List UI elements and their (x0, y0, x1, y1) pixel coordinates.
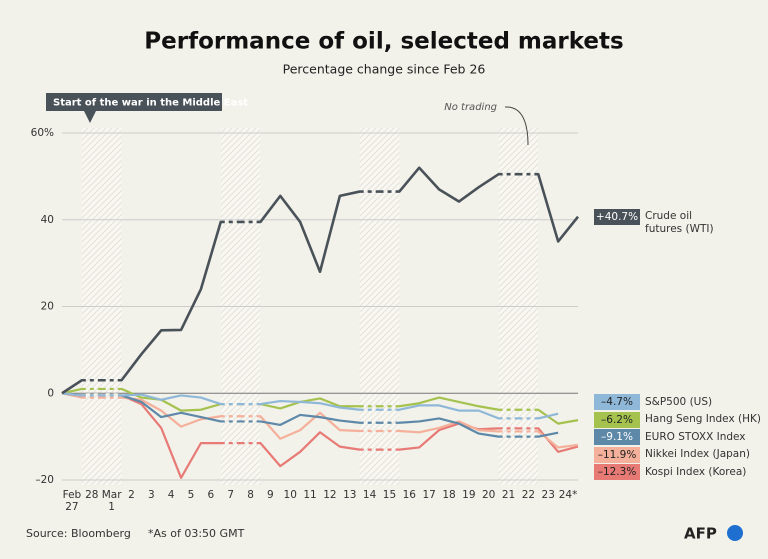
series-line (61, 387, 579, 425)
x-tick-label: 28 (85, 489, 99, 501)
x-tick-label: 22 (521, 489, 536, 501)
annotation-box (46, 93, 222, 111)
x-tick-label: 14 (362, 489, 377, 501)
x-tick-label: 4 (167, 489, 175, 501)
x-tick-label: 3 (147, 489, 155, 501)
x-tick-label: 15 (382, 489, 397, 501)
x-tick-label: 18 (442, 489, 456, 501)
x-tick-label: 17 (422, 489, 436, 501)
source: Source: Bloomberg (26, 527, 131, 540)
x-tick-label: 16 (402, 489, 416, 501)
chart-subtitle: Percentage change since Feb 26 (283, 62, 486, 77)
x-tick-label: 19 (462, 489, 476, 501)
legend-label: EURO STOXX Index (645, 430, 746, 443)
legend-label: Kospi Index (Korea) (645, 465, 747, 478)
x-tick-label: Feb 27 (62, 489, 82, 513)
series-line (61, 392, 559, 420)
annotation-leader (504, 106, 529, 146)
x-tick-label: Mar 1 (101, 489, 122, 513)
x-tick-label: 24* (558, 489, 578, 501)
series-line (61, 392, 559, 438)
value-label: –11.9% (594, 446, 640, 463)
y-tick-label: 0 (47, 387, 54, 399)
x-tick-label: 23 (541, 489, 555, 501)
x-tick-label: 2 (128, 489, 135, 501)
series-line (61, 392, 579, 449)
logo-dot (727, 525, 743, 541)
x-tick-label: 13 (343, 489, 357, 501)
value-label: –6.2% (594, 411, 640, 428)
x-tick-label: 6 (207, 489, 215, 501)
legend-label: Crude oil futures (WTI) (645, 210, 714, 236)
x-tick-label: 7 (227, 489, 235, 501)
annotation-text: No trading (444, 102, 497, 113)
annotation-pointer (84, 111, 96, 123)
y-tick-label: 20 (41, 301, 54, 313)
x-tick-label: 9 (267, 489, 274, 501)
x-tick-label: 11 (303, 489, 317, 501)
logo: AFP (684, 525, 717, 543)
annotation-text: Start of the war in the Middle East (53, 98, 248, 109)
x-tick-label: 12 (323, 489, 337, 501)
series-line (61, 166, 580, 395)
x-tick-label: 5 (187, 489, 195, 501)
y-tick-label: 60% (31, 127, 54, 139)
chart-title: Performance of oil, selected markets (144, 29, 623, 55)
value-label: –12.3% (594, 464, 640, 481)
y-tick-label: 40 (41, 214, 54, 226)
x-tick-label: 10 (283, 489, 297, 501)
y-tick-label: –20 (35, 474, 54, 486)
x-tick-label: 20 (482, 489, 496, 501)
series-line (61, 392, 579, 479)
footnote: *As of 03:50 GMT (148, 527, 245, 540)
x-tick-label: 8 (247, 489, 254, 501)
x-tick-label: 21 (501, 489, 516, 501)
legend-label: Hang Seng Index (HK) (645, 413, 761, 426)
legend-label: S&P500 (US) (645, 395, 713, 408)
value-label: –4.7% (594, 394, 640, 410)
value-label: +40.7% (594, 208, 640, 225)
value-label: –9.1% (594, 429, 640, 446)
legend-label: Nikkei Index (Japan) (645, 448, 750, 461)
